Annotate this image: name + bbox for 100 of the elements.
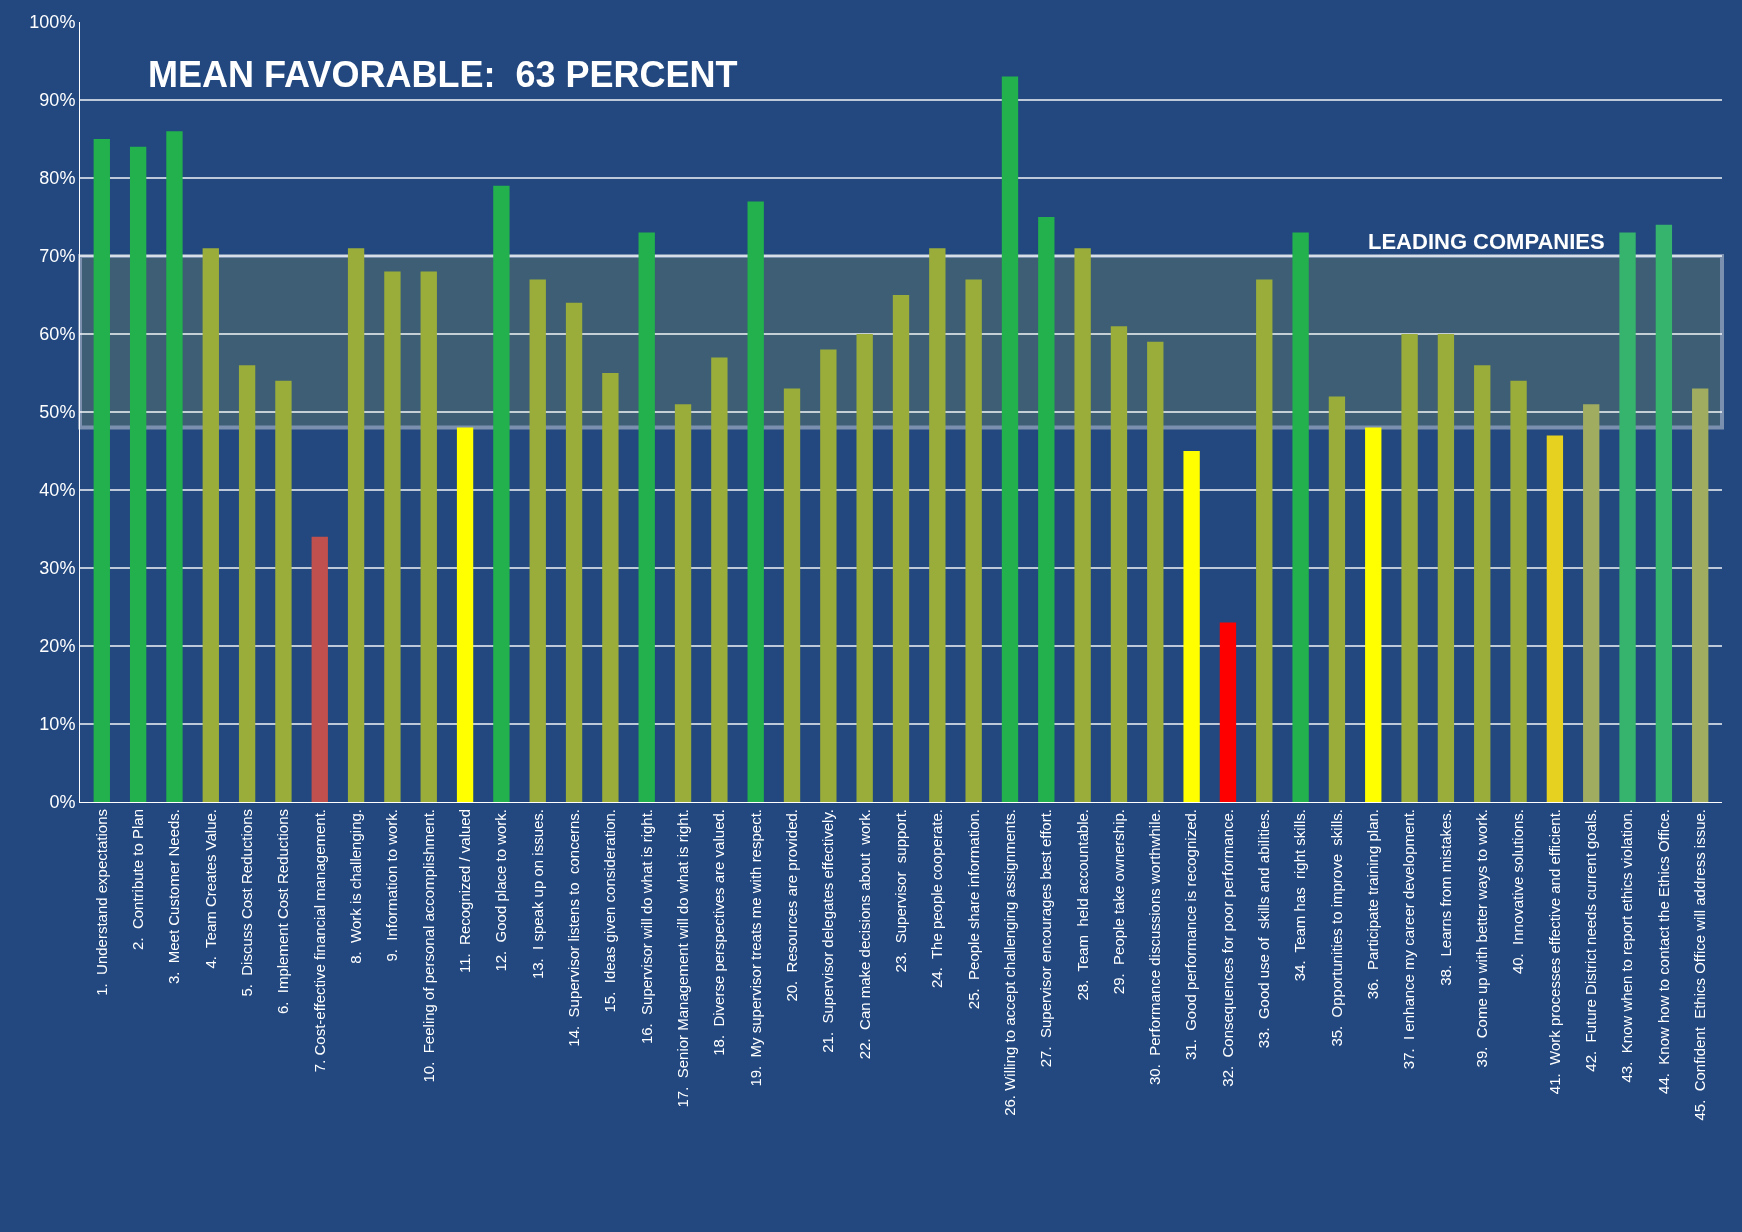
x-tick-label: 45. Confident Ethics Office will address issue. [1691,809,1709,1121]
x-tick-label: 4. Team Creates Value. [201,809,219,969]
x-tick-label: 11. Recognized / valued [455,809,473,973]
x-tick-label: 15. Ideas given consideration. [601,809,619,1013]
bar [674,404,692,802]
x-tick-label: 14. Supervisor listens to concerns. [564,809,582,1047]
x-tick-label: 40. Innovative solutions. [1509,809,1527,975]
bar [1692,388,1709,802]
bar [565,302,583,802]
x-tick-label: 10. Feeling of personal accomplishment. [419,809,437,1083]
band-label: LEADING COMPANIES [1368,229,1605,254]
x-tick-label: 24. The people cooperate. [928,809,946,989]
bar [1365,427,1382,802]
x-tick-label: 25. People share information. [964,809,982,1010]
bar [1147,341,1164,802]
bar [638,232,655,802]
bar [711,357,728,802]
text: MEAN FAVORABLE: 63 PERCENT [148,53,738,95]
bar [1583,404,1600,802]
y-tick-label: 20% [39,636,76,657]
bar [1001,76,1019,802]
bar [529,279,546,802]
bar [202,248,219,802]
bar [1437,334,1455,802]
y-tick-label: 80% [39,168,76,189]
x-tick-label: 7. Cost-effective financial management. [310,809,328,1073]
bar [783,388,801,802]
x-tick-label: 1. Understand expectations [92,809,110,996]
bar [1038,217,1055,802]
bar [965,279,982,802]
bar [1074,248,1091,802]
bar [1110,326,1128,802]
y-tick-label: 100% [29,12,76,33]
y-tick-label: 10% [39,714,76,735]
x-tick-label: 19. My supervisor treats me with respect. [746,809,764,1087]
x-tick-label: 23. Supervisor support. [891,809,909,973]
bar [93,139,110,802]
x-tick-label: 34. Team has right skills. [1291,809,1309,982]
x-tick-label: 12. Good place to work. [492,809,510,972]
bar [856,334,873,802]
bar [1510,380,1527,802]
x-tick-label: 2. Contribute to Plan [128,809,146,950]
x-tick-label: 30. Performance discussions worthwhile. [1146,809,1164,1085]
x-tick-label: 27. Supervisor encourages best effort. [1037,809,1055,1068]
x-tick-label: 42. Future District needs current goals. [1582,809,1600,1072]
y-tick-label: 40% [39,480,76,501]
y-tick-label: 50% [39,402,76,423]
y-tick-label: 90% [39,90,76,111]
x-tick-label: 3. Meet Customer Needs. [165,809,183,985]
bar [384,271,401,802]
bar [892,295,910,802]
bar [929,248,946,802]
bar [1655,224,1673,802]
x-tick-label: 36. Participate training plan. [1364,809,1382,1000]
bar [456,427,474,802]
y-tick-label: 60% [39,324,76,345]
bar [1219,622,1237,802]
x-tick-label: 35. Opportunities to improve skills. [1327,809,1345,1047]
bar [275,380,292,802]
bar [1292,232,1309,802]
bar [1619,232,1636,802]
bar [166,131,183,802]
x-tick-label: 13. I speak up on issues. [528,809,546,980]
x-tick-label: 32. Consequences for poor performance. [1218,809,1236,1087]
bar [420,271,437,802]
bar [1546,435,1564,802]
x-tick-label: 31. Good performance is recognized. [1182,809,1200,1060]
bar [1474,365,1491,802]
x-tick-label: 29. People take ownership. [1109,809,1127,995]
x-tick-label: 5. Discuss Cost Reductions [237,809,255,997]
bar [347,248,365,802]
y-tick-label: 30% [39,558,76,579]
x-tick-label: 28. Team held accountable. [1073,809,1091,1001]
bar [820,349,837,802]
x-tick-label: 16. Supervisor will do what is right. [637,809,655,1045]
x-tick-label: 17. Senior Management will do what is right. [673,809,691,1108]
bar [1256,279,1273,802]
x-tick-label: 37. I enhance my career development. [1400,809,1418,1070]
bar [311,536,328,802]
x-tick-label: 41. Work processes effective and efficient. [1545,809,1563,1095]
x-tick-label: 33. Good use of skills and abilities. [1255,809,1273,1049]
bar [602,373,619,802]
bar [129,146,147,802]
bar [1328,396,1346,802]
bar [238,365,256,802]
x-tick-label: 9. Information to work. [383,809,401,962]
y-tick-label: 70% [39,246,76,267]
x-tick-label: 6. Implement Cost Reductions [274,809,292,1015]
bar [493,185,510,802]
x-tick-label: 39. Come up with better ways to work. [1473,809,1491,1068]
x-tick-label: 21. Supervisor delegates effectively. [819,809,837,1053]
x-tick-label: 20. Resources are provided. [782,809,800,1002]
bar [747,201,764,802]
bar [1183,451,1200,802]
y-tick-label: 0% [49,792,76,813]
x-tick-label: 22. Can make decisions about work. [855,809,873,1060]
x-tick-label: 44. Know how to contact the Ethics Office. [1654,809,1672,1094]
x-tick-label: 38. Learns from mistakes. [1436,809,1454,986]
x-tick-label: 18. Diverse perspectives are valued. [710,809,728,1056]
bar [1401,334,1418,802]
